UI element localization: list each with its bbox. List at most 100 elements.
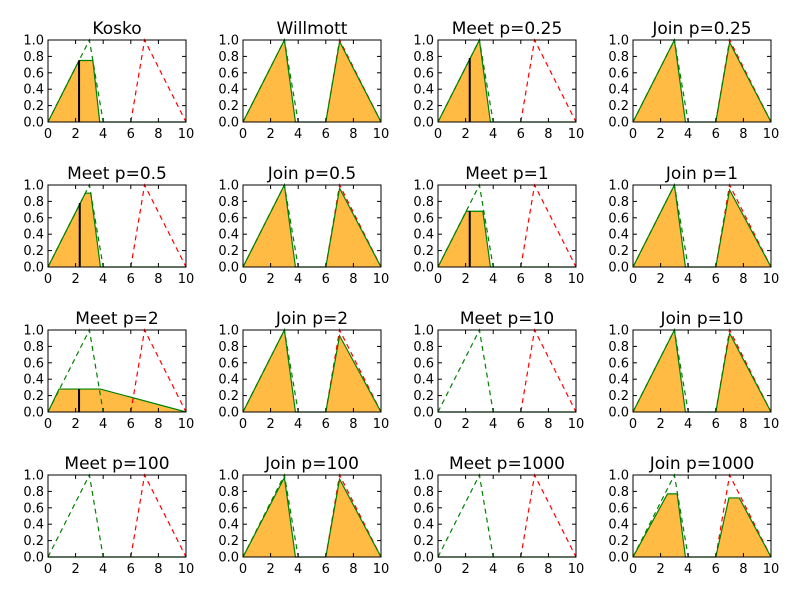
set-a-dashed-line (437, 328, 494, 413)
panel-title: Meet p=10 (460, 309, 554, 329)
x-tick-label: 8 (349, 562, 357, 577)
y-tick-label: 0.4 (413, 518, 434, 533)
x-tick-label: 8 (544, 127, 552, 142)
result-area (633, 330, 771, 412)
x-tick-label: 6 (127, 417, 135, 432)
panel-title: Willmott (277, 19, 348, 39)
result-area (438, 211, 576, 267)
x-tick-label: 0 (629, 562, 637, 577)
y-tick-label: 0.2 (23, 534, 44, 549)
y-tick-label: 0.6 (608, 356, 629, 371)
x-tick-label: 2 (461, 127, 469, 142)
x-tick-label: 0 (239, 127, 247, 142)
axes-frame (242, 184, 382, 268)
x-tick-label: 0 (629, 417, 637, 432)
set-b-dashed-line (520, 38, 577, 123)
y-tick-label: 0.6 (413, 356, 434, 371)
set-b-dashed-line (130, 183, 187, 268)
y-tick-label: 1.0 (608, 34, 629, 49)
x-tick-label: 8 (154, 272, 162, 287)
panel-13: Meet p=100 0 2 4 6 8 10 0.0 0.20.4 0.60.81.0 (23, 454, 194, 577)
y-tick-label: 0.2 (608, 389, 629, 404)
y-tick-label: 0.4 (218, 518, 239, 533)
panel-2: Willmott 0 2 4 6 8 10 0.0 0.20.4 0.60.81.0 (218, 19, 389, 142)
x-tick-label: 4 (294, 562, 302, 577)
y-tick-label: 0.2 (218, 99, 239, 114)
y-tick-label: 0.0 (23, 406, 44, 421)
y-tick-label: 0.6 (413, 211, 434, 226)
y-tick-label: 0.2 (218, 389, 239, 404)
y-tick-label: 0.0 (23, 261, 44, 276)
y-tick-label: 0.2 (608, 99, 629, 114)
x-tick-label: 6 (517, 127, 525, 142)
x-tick-label: 2 (71, 272, 79, 287)
y-tick-label: 0.6 (23, 66, 44, 81)
y-tick-label: 0.0 (413, 551, 434, 566)
set-a-dashed-line (437, 473, 494, 558)
y-tick-label: 0.4 (413, 373, 434, 388)
panel-title: Meet p=0.25 (452, 19, 563, 39)
panel-title: Meet p=1000 (449, 454, 565, 474)
panel-7: Meet p=1 0 2 4 6 8 10 0.0 0.20.4 0.60.81.0 (413, 164, 584, 287)
y-tick-label: 0.0 (23, 551, 44, 566)
x-tick-label: 2 (656, 562, 664, 577)
y-tick-label: 1.0 (413, 324, 434, 339)
y-tick-label: 0.4 (413, 83, 434, 98)
result-area (633, 40, 771, 122)
y-tick-label: 0.8 (608, 485, 629, 500)
y-tick-label: 0.8 (218, 195, 239, 210)
x-tick-label: 10 (763, 272, 780, 287)
x-tick-label: 10 (373, 562, 390, 577)
y-tick-label: 0.0 (218, 406, 239, 421)
x-tick-label: 4 (99, 272, 107, 287)
x-tick-label: 4 (489, 417, 497, 432)
set-b-dashed-line (130, 38, 187, 123)
x-tick-label: 10 (178, 127, 195, 142)
x-tick-label: 6 (322, 127, 330, 142)
x-tick-label: 2 (266, 127, 274, 142)
x-tick-label: 10 (568, 562, 585, 577)
y-tick-label: 0.8 (218, 340, 239, 355)
y-tick-label: 1.0 (23, 34, 44, 49)
x-tick-label: 4 (294, 127, 302, 142)
y-tick-label: 0.2 (608, 244, 629, 259)
result-area (48, 193, 186, 267)
result-area (243, 477, 381, 557)
panel-1: Kosko 0 2 4 6 8 10 0.0 0.20.4 0.60.81.0 (23, 19, 194, 142)
panel-title: Meet p=1 (465, 164, 549, 184)
y-tick-label: 0.0 (218, 261, 239, 276)
y-tick-label: 1.0 (608, 179, 629, 194)
y-tick-label: 0.8 (413, 50, 434, 65)
axes-frame (437, 184, 577, 268)
set-b-dashed-line (520, 328, 577, 413)
x-tick-label: 2 (656, 417, 664, 432)
x-tick-label: 0 (434, 272, 442, 287)
x-tick-label: 8 (544, 272, 552, 287)
y-tick-label: 0.6 (608, 211, 629, 226)
x-tick-label: 8 (544, 562, 552, 577)
x-tick-label: 6 (322, 562, 330, 577)
x-tick-label: 4 (684, 127, 692, 142)
x-tick-label: 10 (178, 562, 195, 577)
y-tick-label: 1.0 (218, 34, 239, 49)
axes-frame (437, 474, 577, 558)
y-tick-label: 1.0 (218, 324, 239, 339)
y-tick-label: 0.2 (23, 99, 44, 114)
x-tick-label: 2 (71, 417, 79, 432)
x-tick-label: 6 (712, 562, 720, 577)
x-tick-label: 10 (568, 417, 585, 432)
x-tick-label: 2 (656, 272, 664, 287)
result-area (633, 493, 771, 557)
set-a-dashed-line (47, 473, 104, 558)
x-tick-label: 10 (373, 272, 390, 287)
y-tick-label: 0.8 (413, 195, 434, 210)
x-tick-label: 10 (178, 272, 195, 287)
x-tick-label: 6 (127, 562, 135, 577)
result-area (243, 330, 381, 412)
x-tick-label: 6 (322, 272, 330, 287)
x-tick-label: 6 (712, 272, 720, 287)
y-tick-label: 0.4 (608, 228, 629, 243)
panel-4: Join p=0.25 0 2 4 6 8 10 0.0 0.20.4 0.60.81.0 (608, 19, 779, 142)
x-tick-label: 6 (712, 127, 720, 142)
x-tick-label: 2 (266, 272, 274, 287)
